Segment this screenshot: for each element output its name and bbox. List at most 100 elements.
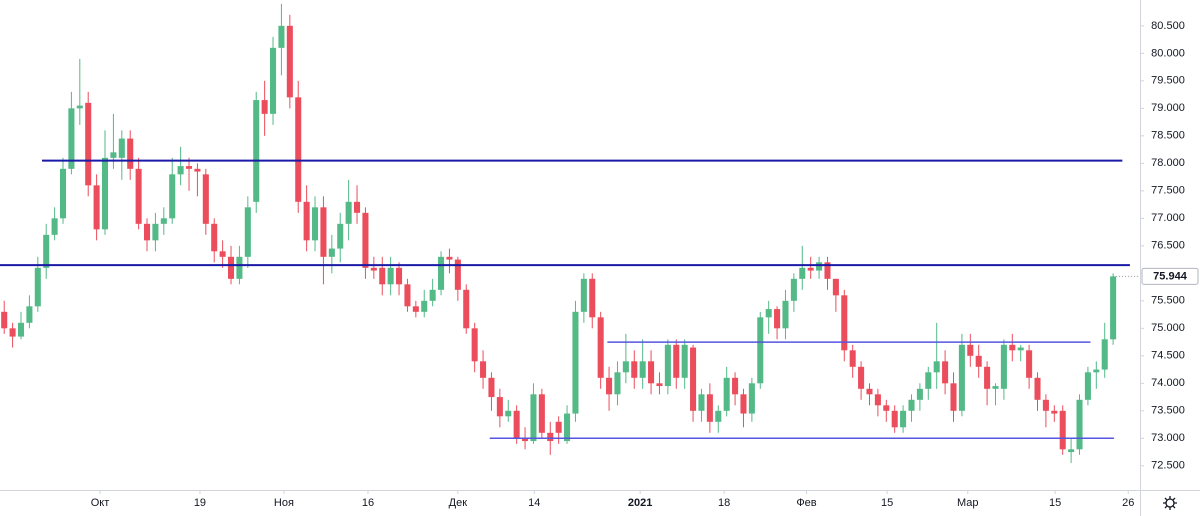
candle-body [244,207,251,257]
candle-body [622,361,629,373]
candle-body [606,377,613,395]
candle-body [706,394,713,422]
x-tick-label: 16 [362,497,374,509]
candle-body [135,168,142,224]
candle-body [505,410,512,417]
candle-body [295,97,302,202]
candle-body [370,267,377,271]
candle-body [841,295,848,351]
candle-body [908,399,915,411]
y-tick-label: 76.500 [1151,240,1185,252]
candle-body [765,309,772,318]
candle-body [950,383,957,411]
candle-body [1017,347,1024,351]
candle-body [874,394,881,406]
candle-body [76,105,83,109]
candle-body [110,152,117,158]
candle-body [1034,377,1041,400]
candle-body [589,278,596,318]
candle-body [328,248,335,257]
last-price-box [1141,267,1199,285]
candle-body [740,394,747,414]
x-tick-label: Ноя [274,497,294,509]
candle-body [782,300,789,329]
x-tick-label: 2021 [628,497,652,509]
candle-body [454,259,461,290]
candle-body [270,47,277,114]
y-tick-label: 79.000 [1151,102,1185,114]
y-tick-label: 77.000 [1151,212,1185,224]
candle-body [278,25,285,48]
candle-body [421,300,428,312]
y-tick-label: 80.500 [1151,20,1185,32]
candle-body [883,405,890,411]
candle-body [1076,399,1083,450]
candle-body [715,410,722,422]
candle-body [93,185,100,230]
candle-body [194,168,201,172]
candle-body [631,361,638,378]
candle-body [992,386,999,389]
candle-body [732,377,739,395]
candle-body [1042,399,1049,411]
candle-body [572,311,579,414]
candle-body [26,306,33,323]
candle-body [933,361,940,373]
candle-body [832,278,839,296]
y-tick-label: 73.500 [1151,405,1185,417]
y-tick-label: 78.500 [1151,130,1185,142]
candle-body [547,432,554,442]
candle-body [597,317,604,378]
candle-body [219,251,226,257]
candle-body [925,372,932,389]
candle-body [1093,369,1100,373]
candle-body [1084,372,1091,400]
candle-body [522,438,529,442]
candle-body [942,361,949,384]
candle-body [337,223,344,249]
x-tick-label: 18 [718,497,730,509]
candle-body [228,256,235,279]
candle-body [17,322,25,337]
candle-body [446,256,453,260]
x-tick-label: Дек [449,497,468,509]
candle-body [866,388,873,395]
x-tick-label: 26 [1122,497,1134,509]
candle-body [807,267,814,271]
candle-body [555,421,562,433]
candle-body [345,201,352,224]
candle-body [51,218,58,235]
candle-body [362,212,369,268]
candle-body [1059,410,1066,450]
candle-body [496,397,503,417]
y-tick-label: 80.000 [1151,47,1185,59]
x-tick-label: 14 [528,497,540,509]
candle-body [1009,344,1016,351]
candle-body [488,377,495,398]
candle-body [429,289,436,301]
candle-body [404,284,411,307]
candle-body [681,344,688,378]
candle-body [379,267,386,285]
candle-body [396,267,403,285]
y-tick-label: 75.000 [1151,322,1185,334]
candle-body [564,413,571,442]
candle-body [177,166,184,175]
candle-body [580,278,587,312]
candle-body [438,256,445,290]
x-tick-label: Фев [796,497,816,509]
candle-body [757,317,764,384]
candle-body [723,377,730,411]
candle-body [202,174,209,224]
candle-body [824,262,831,279]
candle-body [118,138,125,158]
candle-body [211,223,218,252]
candle-body [849,350,856,367]
candle-body [1051,410,1058,414]
settings-icon[interactable] [1163,496,1177,510]
candle-body [127,138,134,169]
candle-body [387,267,394,285]
candle-body [891,410,898,428]
candle-body [152,223,159,241]
candle-body [664,344,671,387]
